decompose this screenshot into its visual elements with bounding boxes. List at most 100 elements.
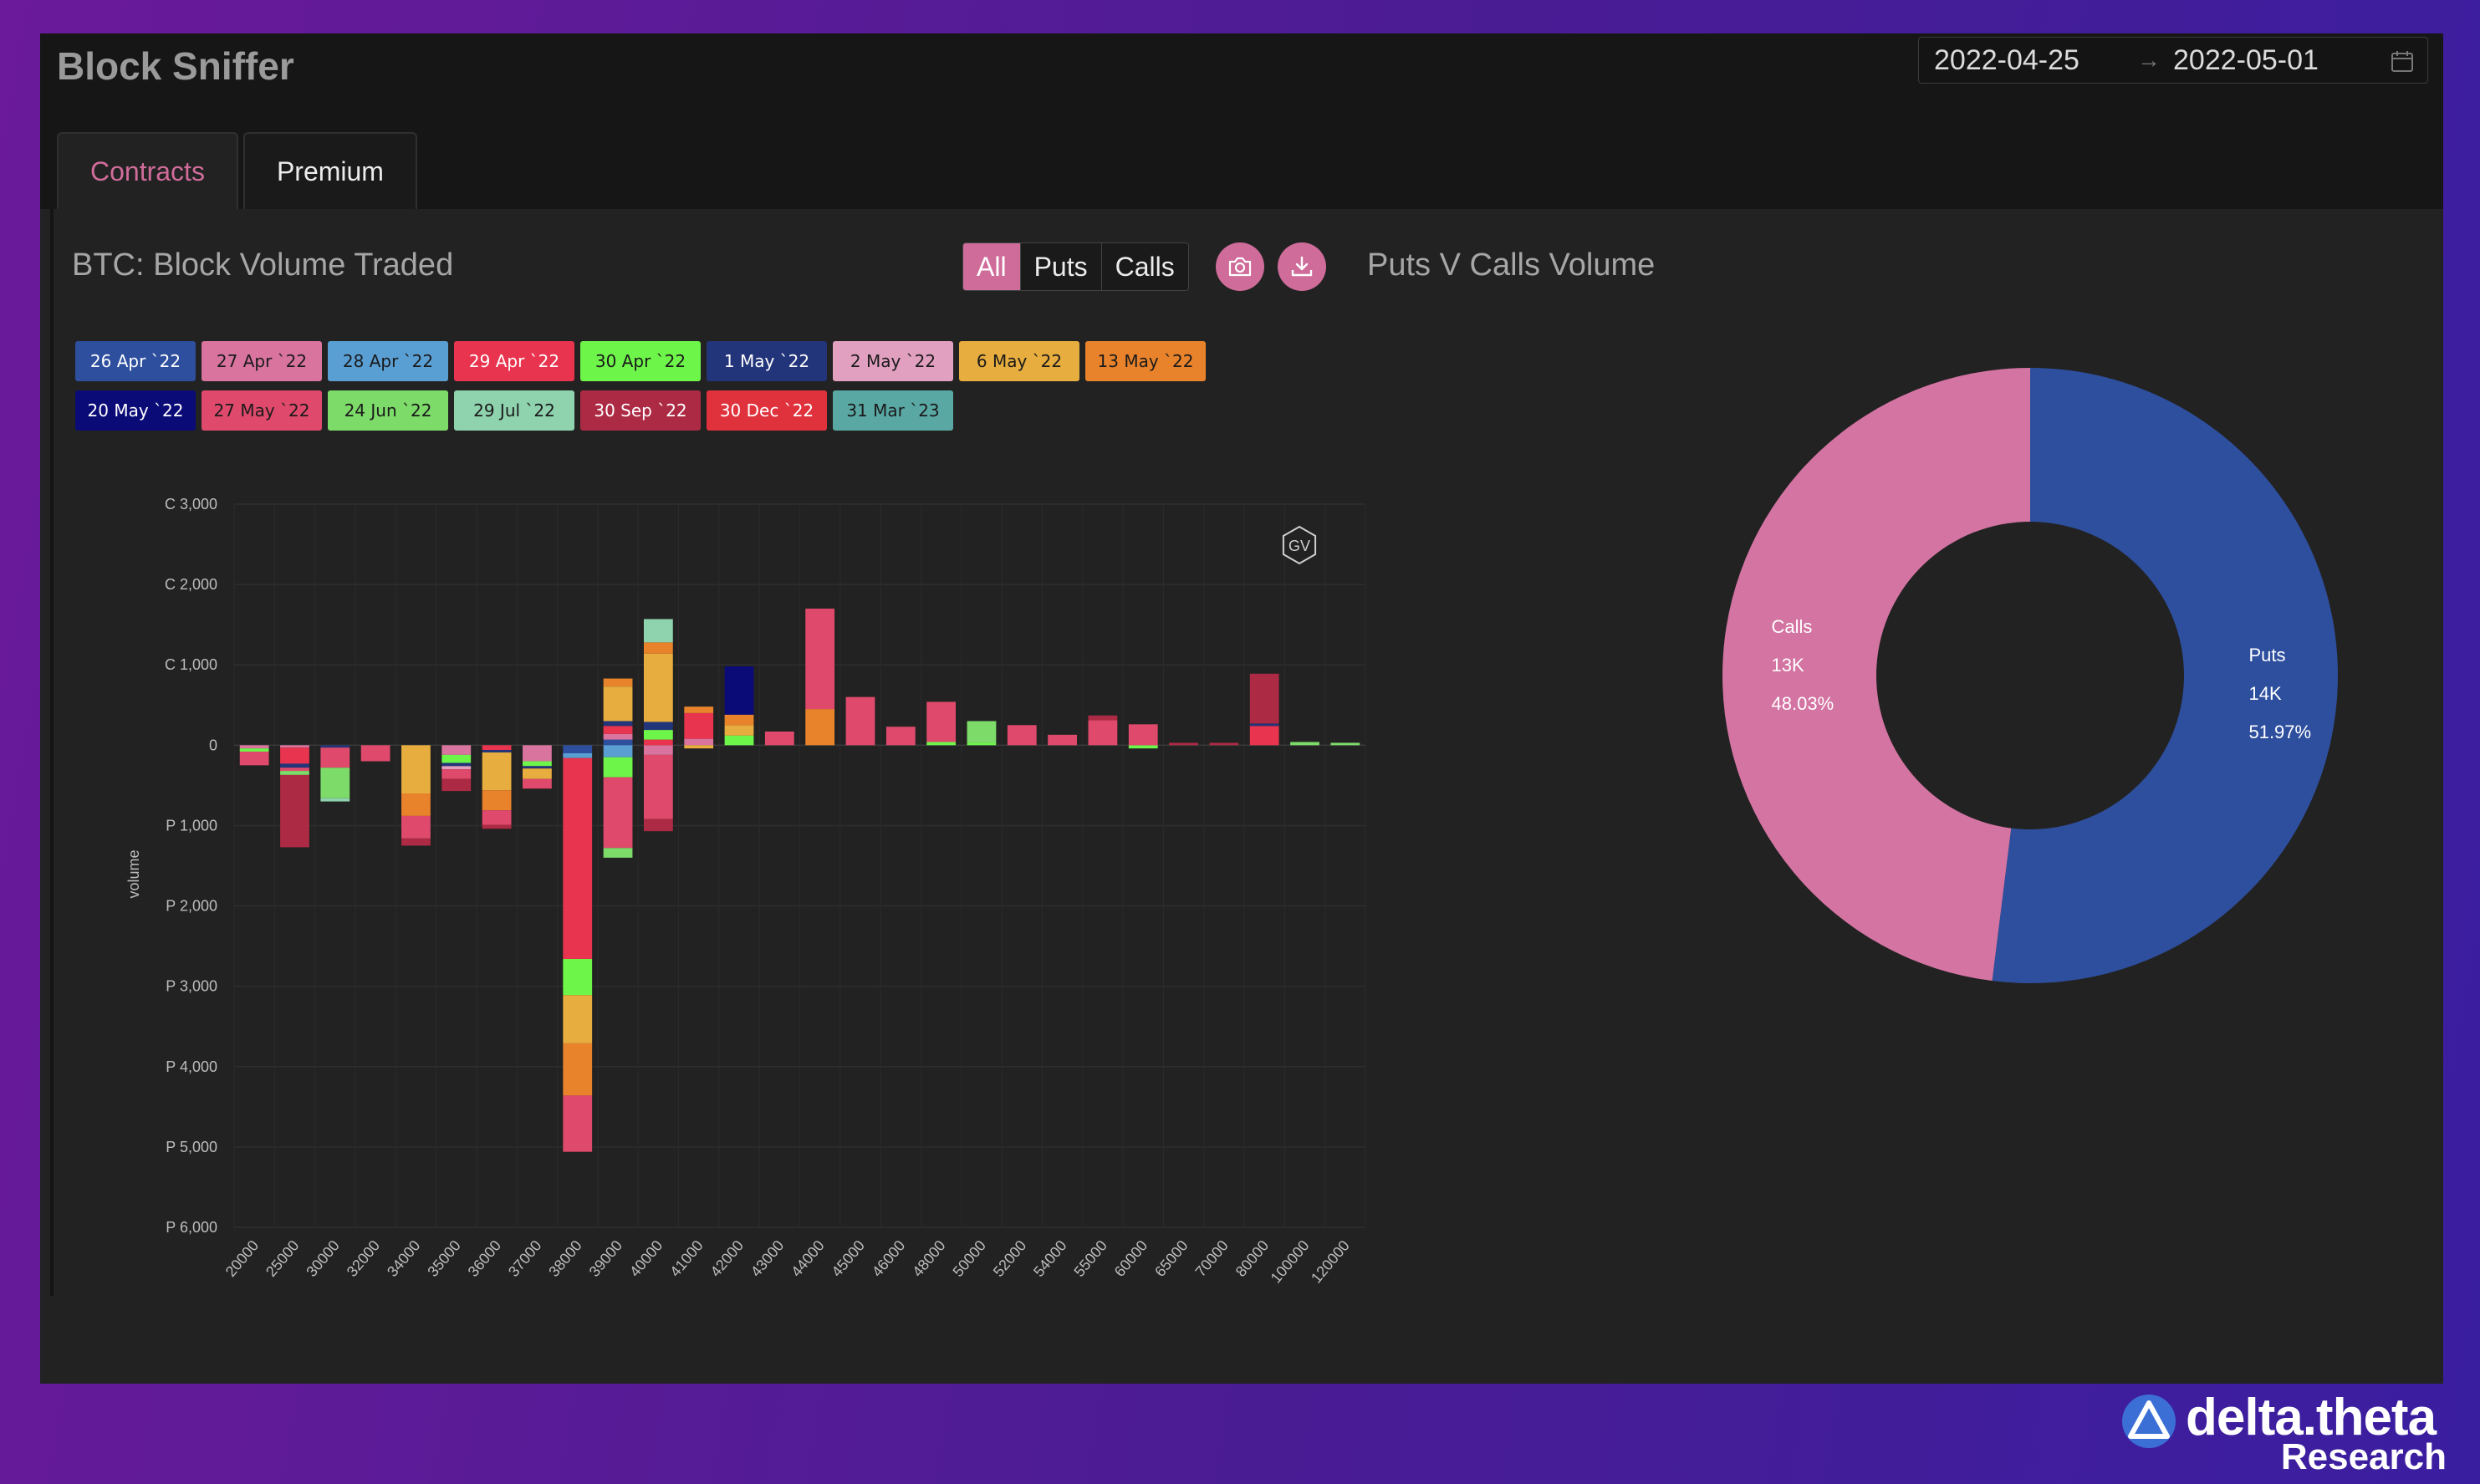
calendar-icon[interactable] <box>2391 49 2414 73</box>
bar-segment[interactable] <box>1169 742 1198 746</box>
bar-segment[interactable] <box>845 696 875 746</box>
bar-segment[interactable] <box>280 763 309 768</box>
bar-segment[interactable] <box>280 747 309 764</box>
bar-segment[interactable] <box>643 745 673 755</box>
bar-segment[interactable] <box>441 754 472 763</box>
legend-item[interactable]: 31 Mar `23 <box>833 390 953 431</box>
date-range-picker[interactable]: 2022-04-25 → 2022-05-01 <box>1918 37 2428 84</box>
bar-segment[interactable] <box>320 767 350 798</box>
bar-segment[interactable] <box>603 757 633 778</box>
bar-segment[interactable] <box>603 721 633 727</box>
bar-segment[interactable] <box>563 958 593 996</box>
bar-segment[interactable] <box>482 745 512 751</box>
legend-item[interactable]: 2 May `22 <box>833 341 953 381</box>
bar-segment[interactable] <box>1088 720 1118 746</box>
bar-segment[interactable] <box>482 790 512 811</box>
bar-segment[interactable] <box>603 745 633 757</box>
bar-segment[interactable] <box>724 714 754 726</box>
bar-segment[interactable] <box>441 766 472 770</box>
bar-segment[interactable] <box>643 722 673 731</box>
bar-segment[interactable] <box>563 757 593 959</box>
bar-segment[interactable] <box>684 712 714 739</box>
date-start-field[interactable]: 2022-04-25 <box>1934 43 2079 76</box>
bar-segment[interactable] <box>603 733 633 740</box>
legend-item[interactable]: 27 May `22 <box>202 390 322 431</box>
bar-segment[interactable] <box>280 767 309 772</box>
bar-segment[interactable] <box>1128 724 1158 746</box>
bar-segment[interactable] <box>724 735 754 746</box>
filter-all-button[interactable]: All <box>963 243 1021 290</box>
bar-segment[interactable] <box>1128 745 1158 749</box>
bar-segment[interactable] <box>482 824 512 829</box>
bar-segment[interactable] <box>563 1095 593 1152</box>
bar-segment[interactable] <box>441 769 472 779</box>
bar-segment[interactable] <box>401 815 431 839</box>
legend-item[interactable]: 1 May `22 <box>707 341 827 381</box>
bar-segment[interactable] <box>523 768 552 779</box>
bar-segment[interactable] <box>1209 742 1239 746</box>
bar-segment[interactable] <box>1249 723 1279 727</box>
date-end-field[interactable]: 2022-05-01 <box>2173 43 2319 76</box>
bar-segment[interactable] <box>523 761 552 767</box>
tab-premium[interactable]: Premium <box>242 132 417 209</box>
bar-segment[interactable] <box>603 678 633 687</box>
legend-item[interactable]: 30 Apr `22 <box>580 341 701 381</box>
bar-segment[interactable] <box>643 739 673 746</box>
filter-puts-button[interactable]: Puts <box>1020 243 1102 290</box>
bar-segment[interactable] <box>603 777 633 849</box>
bar-segment[interactable] <box>603 739 633 746</box>
bar-segment[interactable] <box>441 745 472 755</box>
bar-segment[interactable] <box>280 771 309 775</box>
bar-segment[interactable] <box>1249 673 1279 724</box>
bar-segment[interactable] <box>280 745 309 748</box>
bar-segment[interactable] <box>967 721 997 743</box>
bar-segment[interactable] <box>603 686 633 722</box>
bar-segment[interactable] <box>482 752 512 791</box>
bar-segment[interactable] <box>643 730 673 740</box>
bar-segment[interactable] <box>885 727 916 746</box>
bar-segment[interactable] <box>239 752 269 766</box>
bar-segment[interactable] <box>482 750 512 752</box>
legend-item[interactable]: 28 Apr `22 <box>328 341 448 381</box>
bar-segment[interactable] <box>563 1043 593 1096</box>
bar-segment[interactable] <box>401 838 431 846</box>
legend-item[interactable]: 13 May `22 <box>1085 341 1206 381</box>
bar-segment[interactable] <box>1007 725 1037 746</box>
bar-segment[interactable] <box>1290 742 1319 746</box>
bar-segment[interactable] <box>684 706 714 713</box>
download-button[interactable] <box>1278 242 1326 291</box>
tab-contracts[interactable]: Contracts <box>57 132 238 209</box>
bar-segment[interactable] <box>320 798 350 802</box>
bar-segment[interactable] <box>401 745 431 793</box>
bar-segment[interactable] <box>603 726 633 734</box>
bar-segment[interactable] <box>724 666 754 715</box>
bar-segment[interactable] <box>967 742 997 746</box>
bar-segment[interactable] <box>805 608 835 710</box>
legend-item[interactable]: 24 Jun `22 <box>328 390 448 431</box>
bar-segment[interactable] <box>280 774 309 848</box>
bar-segment[interactable] <box>320 747 350 768</box>
bar-segment[interactable] <box>805 709 835 746</box>
bar-segment[interactable] <box>603 848 633 858</box>
bar-segment[interactable] <box>239 745 269 749</box>
bar-segment[interactable] <box>441 778 472 792</box>
bar-segment[interactable] <box>441 762 472 767</box>
bar-segment[interactable] <box>523 766 552 769</box>
bar-segment[interactable] <box>684 745 714 749</box>
bar-segment[interactable] <box>724 725 754 736</box>
legend-item[interactable]: 27 Apr `22 <box>202 341 322 381</box>
bar-segment[interactable] <box>523 745 552 762</box>
bar-segment[interactable] <box>1249 726 1279 746</box>
bar-segment[interactable] <box>926 701 957 742</box>
legend-item[interactable]: 26 Apr `22 <box>75 341 196 381</box>
bar-segment[interactable] <box>482 810 512 825</box>
bar-segment[interactable] <box>563 752 593 758</box>
filter-calls-button[interactable]: Calls <box>1101 243 1188 290</box>
bar-segment[interactable] <box>401 793 431 816</box>
bar-segment[interactable] <box>563 745 593 753</box>
bar-segment[interactable] <box>1048 734 1077 746</box>
bar-segment[interactable] <box>643 653 673 722</box>
bar-segment[interactable] <box>320 745 350 748</box>
screenshot-button[interactable] <box>1216 242 1264 291</box>
legend-item[interactable]: 30 Dec `22 <box>707 390 827 431</box>
